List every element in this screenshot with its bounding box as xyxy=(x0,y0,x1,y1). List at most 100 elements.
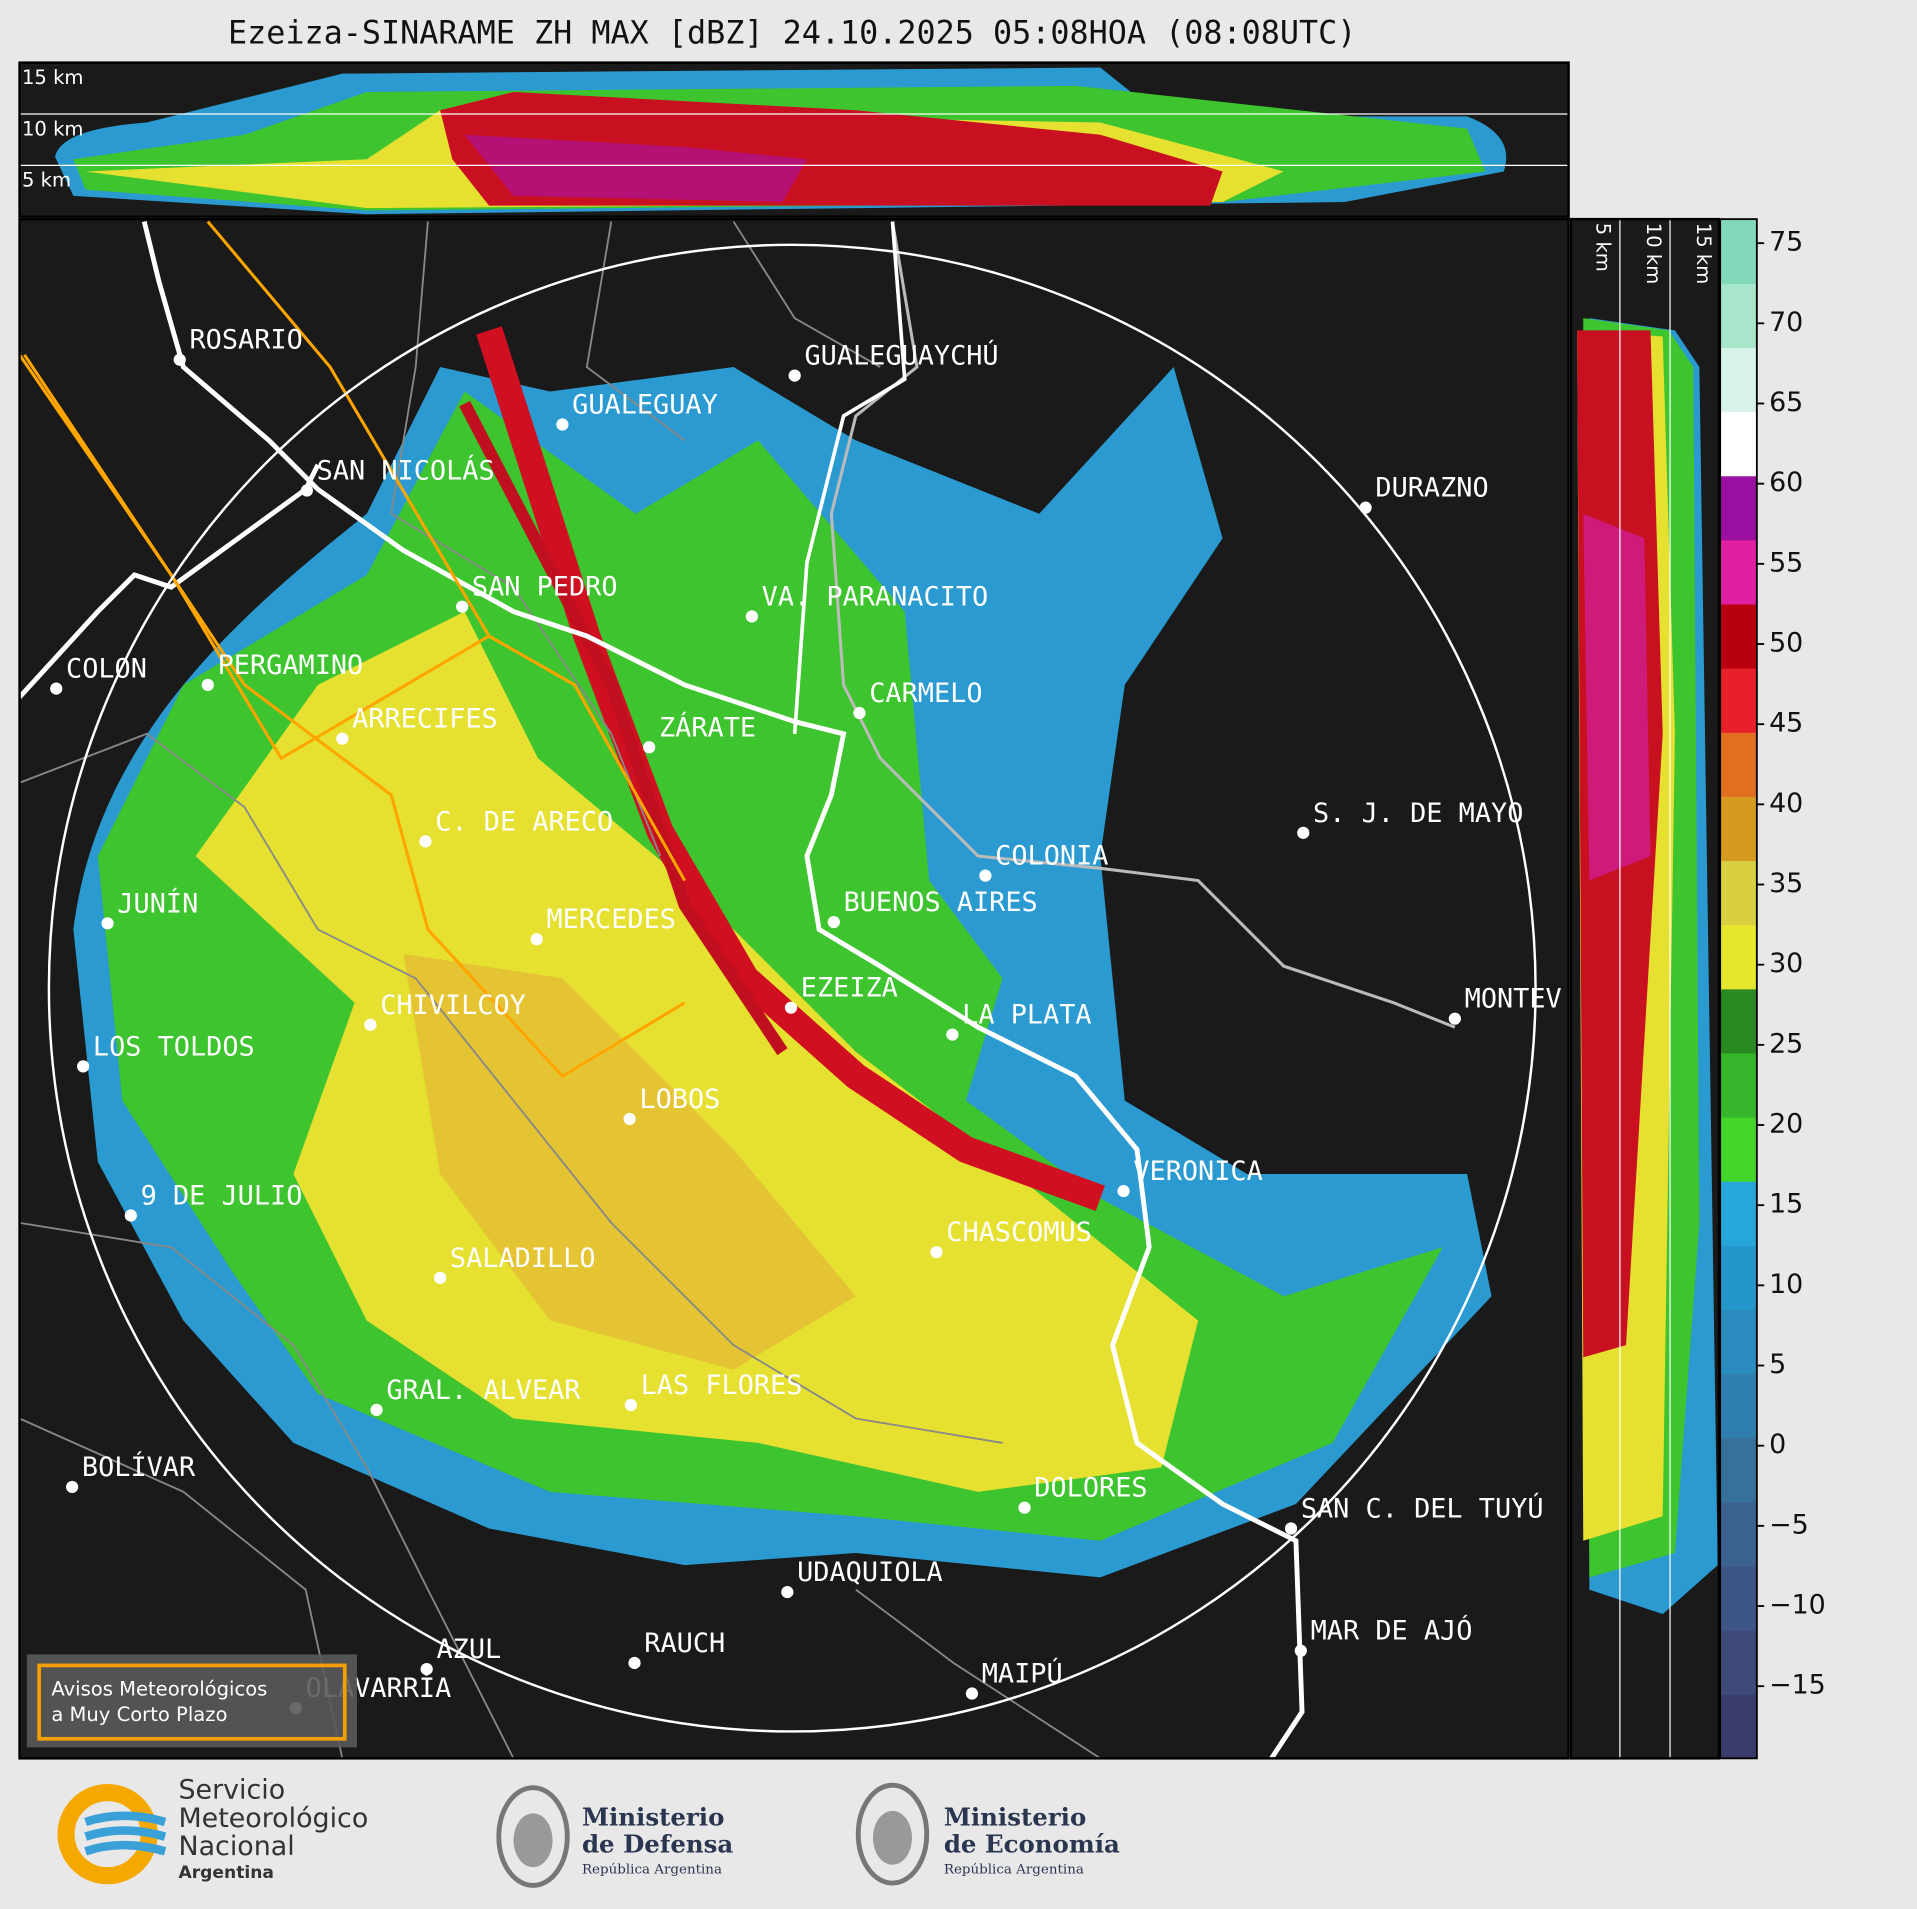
colorbar-band xyxy=(1720,1117,1757,1182)
colorbar: −15 −10 −5 0 5 10 15 20 25 30 35 40 45 50 55 60 65 70 75 xyxy=(1719,218,1826,1760)
city-dot xyxy=(946,1028,959,1041)
colorbar-tick-label: 45 xyxy=(1769,708,1803,739)
city-dot xyxy=(300,484,313,497)
colorbar-tick-label: 25 xyxy=(1769,1028,1803,1059)
colorbar-band xyxy=(1720,411,1757,477)
city-label: C. DE ARECO xyxy=(435,806,613,837)
colorbar-band xyxy=(1720,1373,1757,1439)
city-dot xyxy=(173,353,186,366)
colorbar-band xyxy=(1720,1694,1757,1759)
city-label: UDAQUIOLA xyxy=(797,1557,943,1588)
city-label: GUALEGUAY xyxy=(572,390,718,421)
colorbar-band xyxy=(1720,1309,1757,1375)
title: Ezeiza-SINARAME ZH MAX [dBZ] 24.10.2025 … xyxy=(228,16,1356,52)
city-dot xyxy=(788,369,801,382)
colorbar-tick-label: 75 xyxy=(1769,227,1803,258)
colorbar-tick-label: 70 xyxy=(1769,307,1803,338)
city-dot xyxy=(556,418,569,431)
colorbar-band xyxy=(1720,796,1757,862)
city-dot xyxy=(124,1209,137,1222)
colorbar-band xyxy=(1720,1437,1757,1503)
smn-logo: Servicio Meteorológico Nacional Argentin… xyxy=(57,1775,368,1885)
city-dot xyxy=(1018,1501,1031,1514)
city-dot xyxy=(456,600,469,613)
logo-text: de Defensa xyxy=(582,1829,733,1858)
city-dot xyxy=(420,1662,433,1676)
city-dot xyxy=(530,933,543,946)
colorbar-tick-label: −10 xyxy=(1769,1590,1826,1621)
city-dot xyxy=(624,1398,637,1412)
city-label: ROSARIO xyxy=(189,325,302,356)
city-label: SAN PEDRO xyxy=(472,572,618,603)
height-label: 15 km xyxy=(1692,223,1715,284)
height-label: 5 km xyxy=(1592,223,1615,272)
city-dot xyxy=(201,678,214,692)
city-dot xyxy=(623,1112,636,1126)
city-dot xyxy=(77,1060,90,1073)
city-dot xyxy=(781,1585,794,1599)
height-label: 10 km xyxy=(1642,223,1665,284)
city-label: LA PLATA xyxy=(962,1000,1091,1031)
city-dot xyxy=(1117,1184,1130,1198)
height-label: 15 km xyxy=(22,66,83,89)
side-section xyxy=(1571,219,1719,1759)
logo-text: Argentina xyxy=(178,1863,273,1883)
city-dot xyxy=(1359,501,1372,514)
city-dot xyxy=(1294,1644,1307,1657)
city-dot xyxy=(370,1403,383,1417)
height-label: 10 km xyxy=(22,117,83,140)
city-label: GUALEGUAYCHÚ xyxy=(804,340,998,372)
colorbar-band xyxy=(1720,539,1757,605)
button-text: Avisos Meteorológicos xyxy=(51,1677,267,1700)
logo-text: República Argentina xyxy=(944,1862,1084,1877)
city-label: SAN C. DEL TUYÚ xyxy=(1301,1492,1544,1524)
city-label: MAR DE AJÓ xyxy=(1311,1615,1473,1647)
city-dot xyxy=(643,741,656,754)
colorbar-frame xyxy=(1719,218,1758,1760)
city-label: COLONIA xyxy=(995,841,1108,872)
warning-button[interactable]: Avisos Meteorológicos a Muy Corto Plazo xyxy=(26,1654,357,1748)
colorbar-tick-label: 65 xyxy=(1769,387,1803,418)
city-label: LAS FLORES xyxy=(641,1370,803,1401)
city-label: RAUCH xyxy=(644,1628,725,1659)
city-label: MAIPÚ xyxy=(982,1658,1063,1690)
city-dot xyxy=(930,1246,943,1259)
colorbar-tick-label: 40 xyxy=(1769,788,1803,819)
city-dot xyxy=(628,1656,641,1670)
city-label: BUENOS AIRES xyxy=(844,887,1038,918)
top-section xyxy=(19,62,1569,217)
colorbar-band xyxy=(1720,475,1757,541)
economia-logo: Ministerio de Economía República Argenti… xyxy=(855,1782,1120,1886)
colorbar-tick-label: 50 xyxy=(1769,628,1803,659)
city-label: MONTEV xyxy=(1465,984,1562,1015)
city-label: PERGAMINO xyxy=(218,650,364,681)
city-label: LOS TOLDOS xyxy=(93,1031,255,1062)
city-label: CHASCOMUS xyxy=(946,1217,1092,1248)
city-dot xyxy=(434,1271,447,1284)
colorbar-band xyxy=(1720,347,1757,413)
colorbar-band xyxy=(1720,1181,1757,1246)
colorbar-tick-label: 35 xyxy=(1769,868,1803,899)
city-label: 9 DE JULIO xyxy=(141,1181,303,1212)
city-dot xyxy=(784,1001,798,1014)
city-dot xyxy=(50,682,63,695)
map: ROSARIO GUALEGUAY GUALEGUAYCHÚ SAN NICOLÁS D… xyxy=(19,219,1569,1759)
city-label: COLON xyxy=(66,654,147,685)
city-label: LOBOS xyxy=(639,1084,720,1115)
city-dot xyxy=(745,610,758,623)
city-dot xyxy=(1284,1522,1298,1535)
city-dot xyxy=(965,1687,979,1700)
colorbar-tick-label: 0 xyxy=(1769,1429,1786,1460)
city-label: SALADILLO xyxy=(450,1243,596,1274)
city-dot xyxy=(419,835,432,848)
city-dot xyxy=(853,706,866,720)
colorbar-band xyxy=(1720,668,1757,733)
city-label: VERONICA xyxy=(1133,1156,1262,1187)
logo-text: Ministerio xyxy=(944,1803,1086,1832)
city-label: MERCEDES xyxy=(546,904,675,935)
city-label: ARRECIFES xyxy=(352,704,498,735)
colorbar-tick-label: 5 xyxy=(1769,1349,1786,1380)
colorbar-band xyxy=(1720,603,1757,669)
logo-text: Nacional xyxy=(178,1831,294,1862)
